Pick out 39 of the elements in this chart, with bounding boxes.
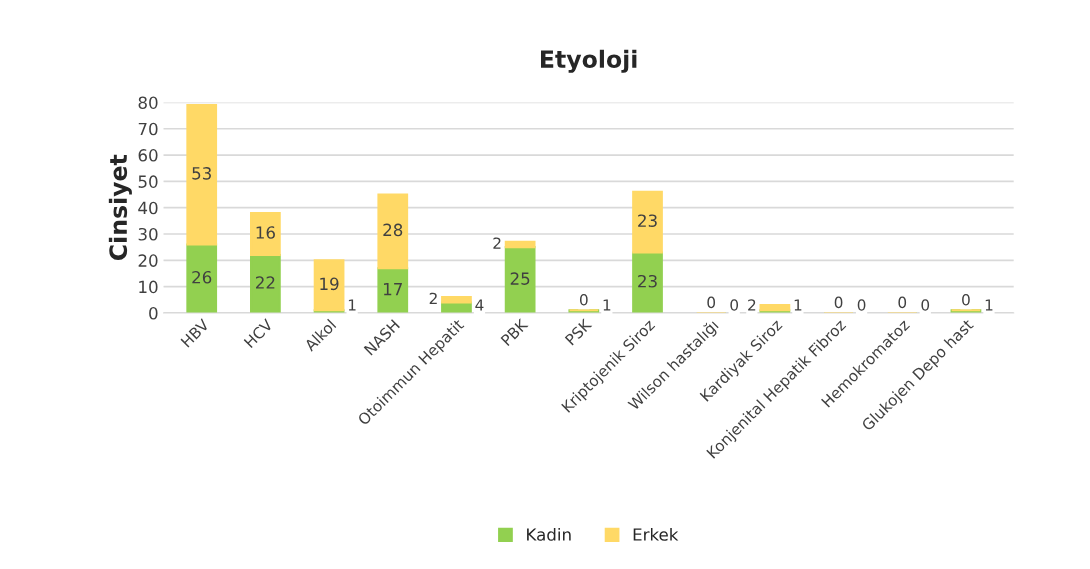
y-tick-label: 60 bbox=[138, 149, 158, 162]
data-label: 1 bbox=[985, 299, 993, 311]
data-label: 1 bbox=[348, 299, 356, 311]
data-label: 25 bbox=[510, 272, 530, 285]
legend-label: Kadin bbox=[527, 527, 571, 541]
data-label: 0 bbox=[962, 293, 970, 306]
y-axis-title: Cinsiyet bbox=[108, 154, 132, 261]
data-label: 53 bbox=[192, 167, 211, 180]
data-label: 0 bbox=[898, 296, 907, 309]
data-label: 17 bbox=[383, 283, 402, 296]
data-label: 0 bbox=[707, 296, 716, 309]
data-label: 22 bbox=[256, 276, 275, 289]
data-label: 0 bbox=[579, 293, 588, 306]
data-label: 0 bbox=[857, 299, 866, 311]
data-label: 2 bbox=[429, 292, 437, 305]
data-label: 0 bbox=[730, 299, 739, 311]
chart-title: Etyoloji bbox=[541, 49, 637, 73]
data-label: 23 bbox=[638, 274, 657, 288]
data-label: 2 bbox=[748, 299, 756, 311]
data-label: 0 bbox=[834, 296, 843, 309]
data-label: 0 bbox=[921, 299, 930, 311]
y-tick-label: 20 bbox=[138, 254, 158, 267]
data-label: 26 bbox=[192, 270, 212, 284]
data-label: 1 bbox=[603, 299, 611, 311]
data-label: 4 bbox=[475, 299, 484, 311]
data-label: 2 bbox=[493, 237, 501, 249]
y-tick-label: 80 bbox=[138, 96, 158, 109]
data-label: 23 bbox=[638, 214, 657, 227]
data-label: 28 bbox=[383, 223, 403, 237]
legend-label: Erkek bbox=[633, 527, 679, 541]
y-tick-label: 30 bbox=[138, 227, 158, 241]
data-label: 16 bbox=[256, 226, 275, 239]
y-tick-label: 40 bbox=[138, 201, 158, 215]
y-tick-label: 70 bbox=[138, 122, 158, 136]
y-tick-label: 10 bbox=[139, 280, 158, 294]
y-tick-label: 50 bbox=[138, 175, 158, 188]
y-tick-label: 0 bbox=[149, 306, 158, 320]
data-label: 19 bbox=[320, 277, 339, 291]
data-label: 1 bbox=[794, 299, 802, 311]
